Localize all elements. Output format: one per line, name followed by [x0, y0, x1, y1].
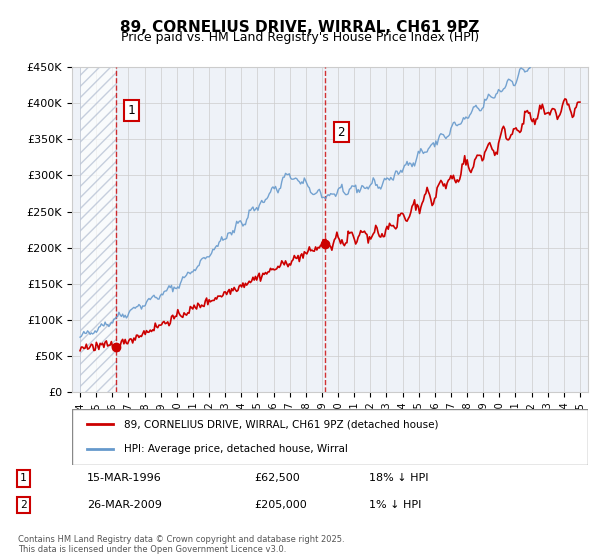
- Text: 89, CORNELIUS DRIVE, WIRRAL, CH61 9PZ: 89, CORNELIUS DRIVE, WIRRAL, CH61 9PZ: [121, 20, 479, 35]
- Text: 2: 2: [338, 125, 345, 139]
- Text: 1: 1: [20, 473, 27, 483]
- Text: HPI: Average price, detached house, Wirral: HPI: Average price, detached house, Wirr…: [124, 444, 347, 454]
- Text: 89, CORNELIUS DRIVE, WIRRAL, CH61 9PZ (detached house): 89, CORNELIUS DRIVE, WIRRAL, CH61 9PZ (d…: [124, 419, 438, 430]
- Text: 1: 1: [128, 104, 136, 117]
- Text: 1% ↓ HPI: 1% ↓ HPI: [369, 500, 421, 510]
- Bar: [80, 67, 116, 392]
- Text: £62,500: £62,500: [254, 473, 299, 483]
- Text: Price paid vs. HM Land Registry's House Price Index (HPI): Price paid vs. HM Land Registry's House …: [121, 31, 479, 44]
- Text: Contains HM Land Registry data © Crown copyright and database right 2025.
This d: Contains HM Land Registry data © Crown c…: [18, 535, 344, 554]
- Text: £205,000: £205,000: [254, 500, 307, 510]
- Text: 18% ↓ HPI: 18% ↓ HPI: [369, 473, 428, 483]
- Text: 15-MAR-1996: 15-MAR-1996: [87, 473, 161, 483]
- Text: 26-MAR-2009: 26-MAR-2009: [87, 500, 162, 510]
- Text: 2: 2: [20, 500, 27, 510]
- FancyBboxPatch shape: [72, 409, 588, 465]
